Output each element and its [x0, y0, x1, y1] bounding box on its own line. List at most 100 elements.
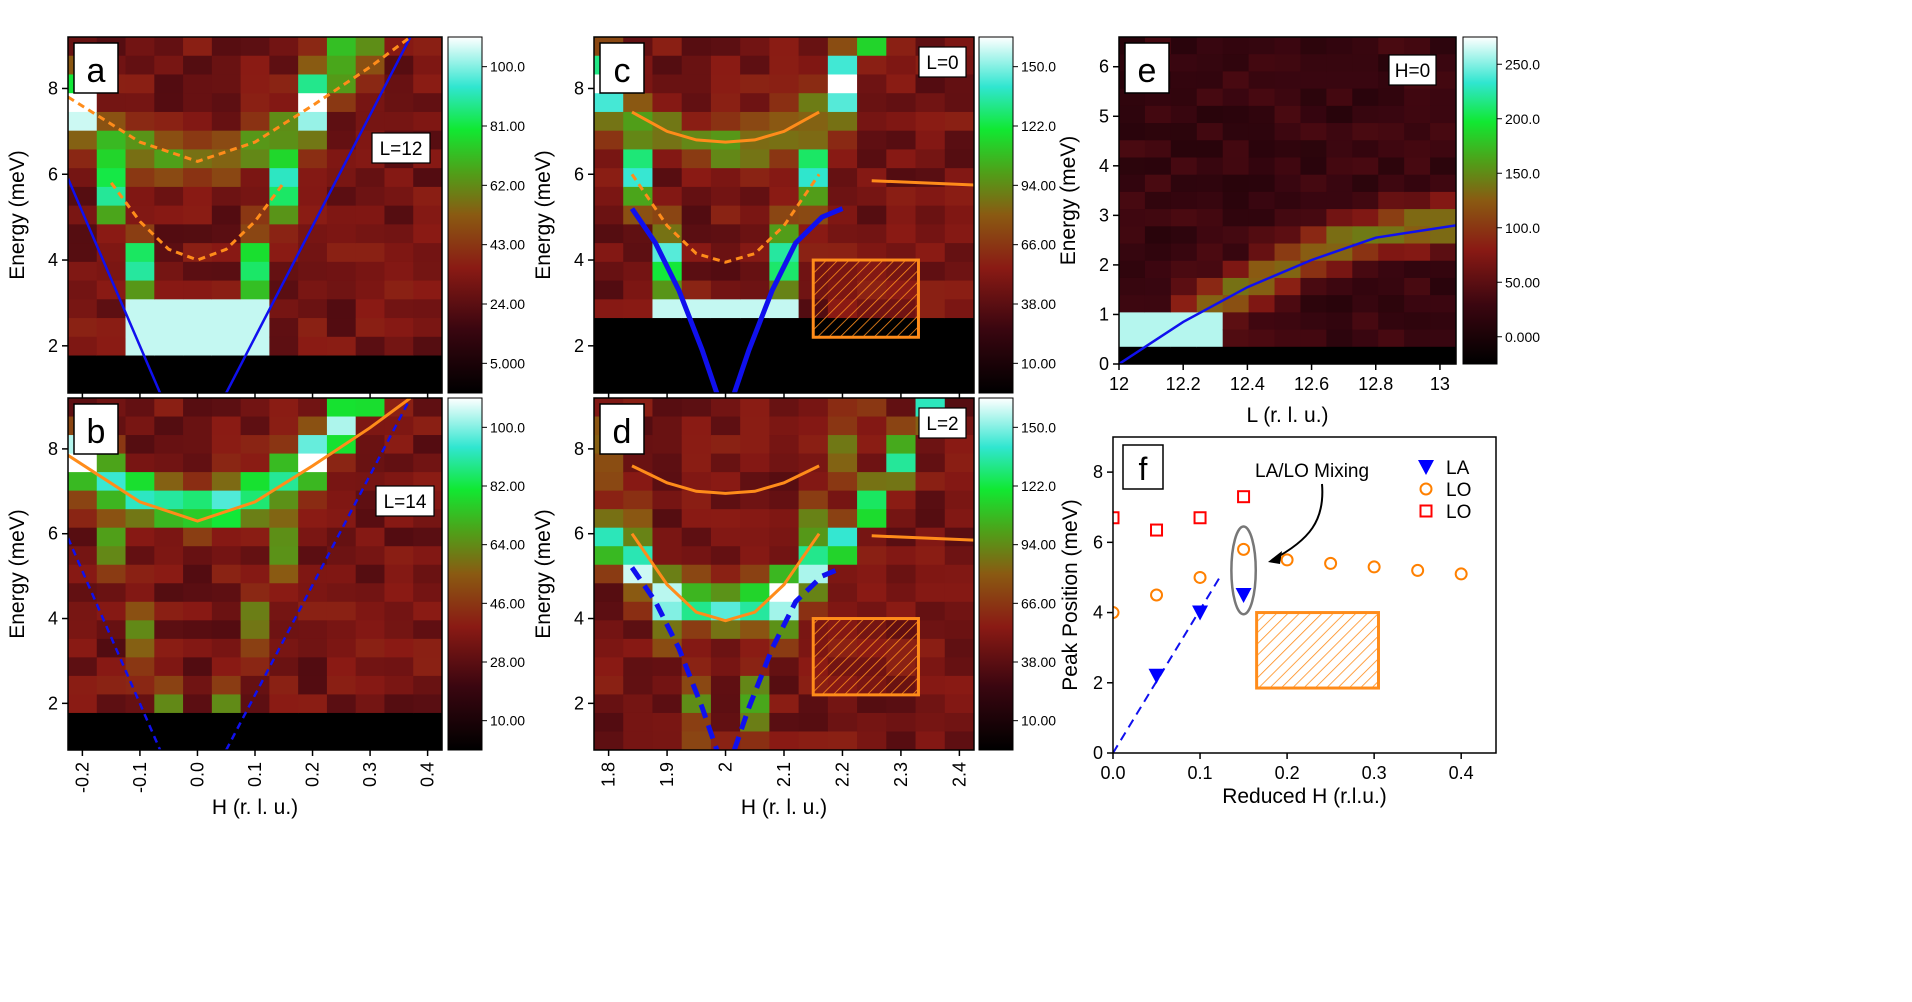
heatmap-cell: [1196, 157, 1224, 176]
heatmap-cell: [1196, 295, 1224, 313]
heatmap-cell: [740, 731, 770, 750]
heatmap-cell: [1170, 346, 1198, 364]
heatmap-cell: [681, 37, 712, 57]
heatmap-cell: [740, 435, 770, 455]
heatmap-cell: [326, 472, 357, 492]
heatmap-cell: [413, 280, 442, 300]
heatmap-cell: [96, 675, 127, 696]
heatmap-cell: [681, 490, 712, 510]
colorbar-label: 200.0: [1505, 111, 1540, 127]
heatmap-cell: [857, 472, 887, 492]
heatmap-cell: [154, 168, 184, 188]
y-tick-label: 2: [48, 693, 58, 713]
heatmap-cell: [413, 261, 442, 282]
heatmap-cell: [384, 620, 414, 640]
heatmap-cell: [740, 374, 770, 393]
heatmap-cell: [652, 453, 683, 473]
heatmap-cell: [211, 694, 242, 714]
heatmap-cell: [710, 564, 741, 584]
heatmap-cell: [125, 435, 155, 455]
heatmap-cell: [1196, 329, 1224, 348]
heatmap-cell: [154, 416, 184, 436]
heatmap-cell: [740, 55, 770, 76]
heatmap-cell: [1196, 71, 1224, 90]
annotation-box: [371, 132, 431, 164]
heatmap-cell: [125, 168, 155, 188]
heatmap-cell: [240, 243, 270, 263]
heatmap-cell: [886, 712, 917, 733]
heatmap-cell: [915, 74, 946, 94]
heatmap-cell: [798, 243, 829, 263]
annotation-box: [375, 485, 435, 517]
heatmap-cell: [594, 509, 624, 529]
heatmap-cell: [1300, 105, 1327, 124]
y-tick-label: 4: [1093, 603, 1103, 623]
heatmap-cell: [886, 186, 917, 207]
heatmap-cell: [827, 55, 858, 76]
heatmap-cell: [915, 509, 946, 529]
heatmap-cell: [652, 546, 683, 566]
heatmap-cell: [594, 712, 624, 733]
colorbar-label: 82.00: [490, 478, 525, 494]
colorbar-label: 81.00: [490, 118, 525, 134]
heatmap-cell: [1326, 191, 1353, 210]
heatmap-cell: [384, 205, 414, 225]
heatmap-cell: [269, 583, 299, 603]
heatmap-cell: [125, 509, 155, 529]
heatmap-cell: [1326, 226, 1353, 245]
heatmap-cell: [1430, 277, 1456, 296]
curve-lo-upper: [631, 110, 820, 144]
heatmap-cell: [886, 453, 917, 473]
heatmap-cell: [710, 149, 741, 169]
heatmap-cell: [326, 205, 357, 225]
heatmap-cell: [710, 472, 741, 492]
heatmap-cell: [298, 601, 328, 621]
heatmap-cell: [857, 509, 887, 529]
heatmap-cell: [269, 620, 299, 640]
heatmap-cell: [944, 583, 974, 603]
heatmap-cells-d: [594, 398, 974, 750]
heatmap-cell: [269, 374, 299, 393]
heatmap-cell: [96, 601, 127, 621]
heatmap-cell: [915, 435, 946, 455]
heatmap-cell: [1352, 209, 1379, 227]
heatmap-cell: [125, 472, 155, 492]
x-axis-label: L (r. l. u.): [1246, 404, 1328, 427]
heatmap-cell: [240, 527, 270, 547]
heatmap-cell: [623, 527, 654, 547]
mixing-region-box: [811, 617, 920, 697]
heatmap-cell: [594, 205, 624, 225]
heatmap-cell: [915, 224, 946, 244]
heatmap-cell: [298, 472, 328, 492]
heatmap-cell: [96, 374, 127, 393]
heatmap-cell: [269, 149, 299, 169]
heatmap-cell: [125, 527, 155, 547]
heatmap-cell: [886, 472, 917, 492]
heatmap-cell: [384, 601, 414, 621]
heatmap-cell: [1248, 54, 1276, 73]
heatmap-cell: [857, 416, 887, 436]
heatmap-cell: [1222, 54, 1250, 73]
heatmap-cell: [240, 93, 270, 113]
heatmap-cell: [211, 74, 242, 94]
heatmap-cell: [183, 93, 213, 113]
heatmap-cell: [886, 74, 917, 94]
curve-la-branch-left: [68, 178, 162, 393]
heatmap-cell: [1430, 123, 1456, 141]
heatmap-cell: [68, 712, 98, 733]
mixing-region-box: [1255, 611, 1380, 690]
x-tick-label: 2.2: [832, 762, 852, 787]
heatmap-cell: [1144, 277, 1172, 296]
heatmap-cell: [1404, 277, 1431, 296]
heatmap-cell: [1222, 174, 1250, 193]
heatmap-cell: [1274, 346, 1302, 364]
heatmap-cell: [594, 638, 624, 658]
annotation-arrow-line: [1271, 483, 1324, 561]
y-tick-label: 4: [1099, 156, 1109, 176]
heatmap-cell: [1352, 71, 1379, 90]
heatmap-cell: [652, 712, 683, 733]
heatmap-cell: [269, 712, 299, 733]
heatmap-cell: [298, 149, 328, 169]
heatmap-cell: [413, 111, 442, 132]
heatmap-cell: [1196, 209, 1224, 227]
